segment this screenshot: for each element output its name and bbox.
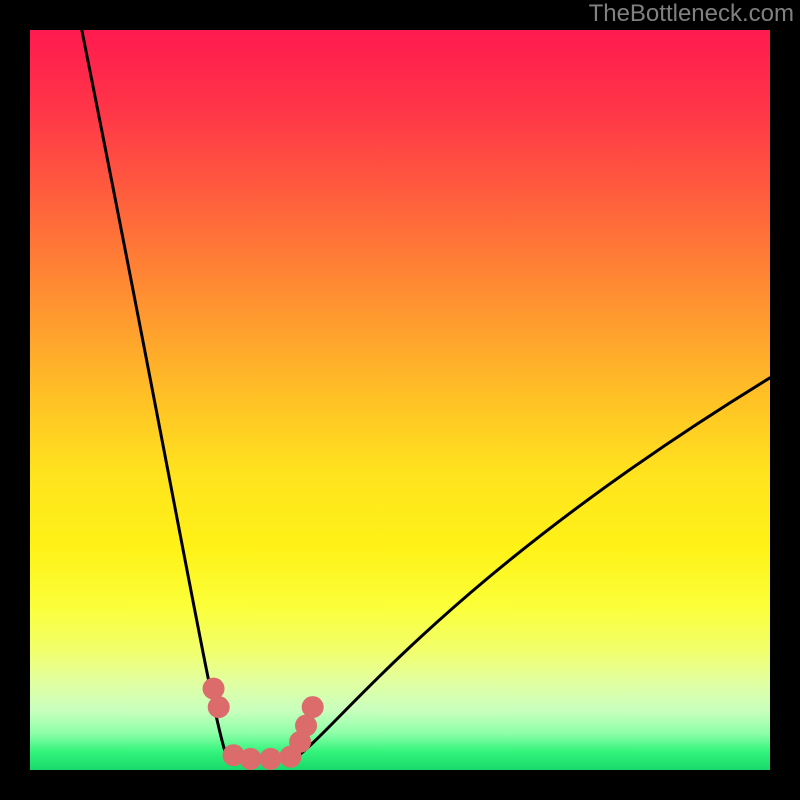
watermark-text: TheBottleneck.com	[589, 0, 794, 28]
marker-point	[203, 678, 225, 700]
marker-point	[240, 748, 262, 770]
marker-point	[260, 748, 282, 770]
chart-stage: TheBottleneck.com	[0, 0, 800, 800]
marker-point	[302, 696, 324, 718]
marker-point	[208, 696, 230, 718]
bottleneck-chart	[0, 0, 800, 800]
